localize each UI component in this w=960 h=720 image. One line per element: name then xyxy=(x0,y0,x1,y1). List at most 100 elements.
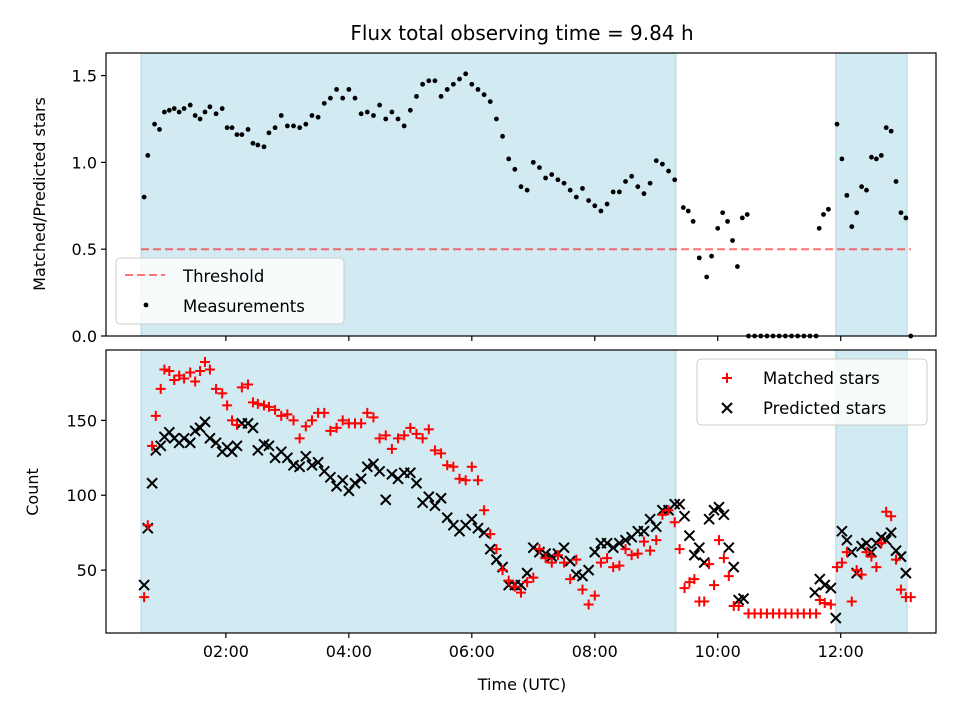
measurement-point xyxy=(580,186,585,191)
matched-star-marker xyxy=(247,397,258,408)
measurement-point xyxy=(315,114,321,120)
bottom-y-axis: 50 100 150 xyxy=(66,411,106,580)
y-tick-label: 1.0 xyxy=(72,153,97,172)
measurement-point xyxy=(414,94,419,99)
matched-star-marker xyxy=(243,379,254,390)
predicted-star-marker xyxy=(841,534,853,546)
measurement-point xyxy=(690,219,696,224)
measurement-point xyxy=(883,125,889,131)
matched-star-marker xyxy=(718,553,729,564)
matched-star-marker xyxy=(663,505,674,516)
matched-star-marker xyxy=(325,425,336,436)
predicted-star-marker xyxy=(146,477,158,489)
measurement-point xyxy=(352,95,358,101)
measurement-point xyxy=(893,179,899,184)
matched-star-marker xyxy=(669,517,680,528)
matched-star-marker xyxy=(337,415,348,426)
predicted-star-marker xyxy=(521,567,533,579)
matched-star-marker xyxy=(534,544,545,555)
measurement-point xyxy=(377,102,382,108)
legend-box xyxy=(696,358,928,426)
measurement-point xyxy=(604,201,610,207)
measurement-point xyxy=(592,203,598,209)
measurement-point xyxy=(407,107,413,113)
predicted-star-marker xyxy=(336,474,349,486)
predicted-star-marker xyxy=(607,541,619,554)
measurement-point xyxy=(500,133,505,139)
matched-star-marker xyxy=(147,440,158,451)
matched-star-marker xyxy=(356,418,367,429)
measurement-point xyxy=(291,123,296,129)
measurement-point xyxy=(666,168,671,174)
measurement-point xyxy=(720,210,726,216)
matched-star-marker xyxy=(871,562,882,573)
predicted-star-marker xyxy=(546,550,558,563)
measurement-point xyxy=(859,184,865,190)
measurement-point xyxy=(272,125,278,131)
matched-star-marker xyxy=(386,443,397,454)
matched-star-marker xyxy=(699,596,710,607)
matched-star-marker xyxy=(516,587,526,598)
matched-star-marker xyxy=(227,415,238,426)
measurement-point xyxy=(653,158,659,164)
matched-star-marker xyxy=(540,553,551,564)
predicted-star-marker xyxy=(885,526,897,539)
measurement-point xyxy=(224,125,230,131)
measurement-point xyxy=(744,212,750,217)
matched-star-marker xyxy=(876,538,887,549)
matched-star-marker xyxy=(204,364,215,375)
predicted-star-marker xyxy=(900,567,912,579)
predicted-star-marker xyxy=(361,461,374,473)
measurement-point xyxy=(725,219,730,224)
measurement-point xyxy=(555,177,561,183)
predicted-star-marker xyxy=(355,473,367,485)
legend-measurement-swatch xyxy=(143,302,149,308)
matched-star-marker xyxy=(895,584,906,595)
predicted-star-marker xyxy=(435,492,447,504)
x-tick-label: 12:00 xyxy=(818,642,864,661)
top-legend: Threshold Measurements xyxy=(115,257,345,325)
measurement-point xyxy=(849,224,855,230)
measurement-point xyxy=(340,95,346,101)
matched-star-marker xyxy=(429,445,440,456)
measurement-point xyxy=(157,126,162,132)
measurement-point xyxy=(530,159,536,165)
predicted-star-marker xyxy=(619,534,632,546)
matched-star-marker xyxy=(185,367,196,378)
predicted-star-marker xyxy=(373,465,386,477)
measurement-point xyxy=(321,100,327,106)
matched-star-marker xyxy=(179,373,190,384)
measurement-point xyxy=(261,144,267,150)
predicted-star-marker xyxy=(306,459,318,472)
legend-predicted-swatch xyxy=(721,402,733,414)
matched-star-marker xyxy=(436,448,447,459)
predicted-star-marker xyxy=(527,541,540,554)
matched-star-marker xyxy=(460,475,471,486)
matched-star-marker xyxy=(709,580,720,591)
predicted-star-marker xyxy=(713,501,725,513)
matched-star-marker xyxy=(704,559,715,570)
predicted-star-marker xyxy=(178,432,190,445)
measurement-point xyxy=(616,189,622,195)
measurement-point xyxy=(704,274,710,280)
matched-star-marker xyxy=(211,383,222,394)
measurement-point xyxy=(826,206,831,212)
predicted-star-marker xyxy=(312,456,324,469)
measurement-point xyxy=(364,109,370,115)
matched-star-marker xyxy=(263,401,274,412)
predicted-star-marker xyxy=(204,432,216,445)
predicted-star-marker xyxy=(650,520,662,533)
measurement-point xyxy=(383,116,389,122)
measurement-point xyxy=(192,113,198,118)
matched-star-marker xyxy=(679,583,690,594)
matched-star-marker xyxy=(602,553,613,564)
predicted-star-marker xyxy=(819,579,831,591)
matched-star-marker xyxy=(259,400,270,411)
measurement-point xyxy=(481,92,487,98)
matched-star-marker xyxy=(733,601,744,612)
predicted-star-marker xyxy=(860,537,873,549)
measurement-point xyxy=(543,175,548,181)
matched-star-marker xyxy=(713,535,724,546)
predicted-star-marker xyxy=(386,468,398,480)
